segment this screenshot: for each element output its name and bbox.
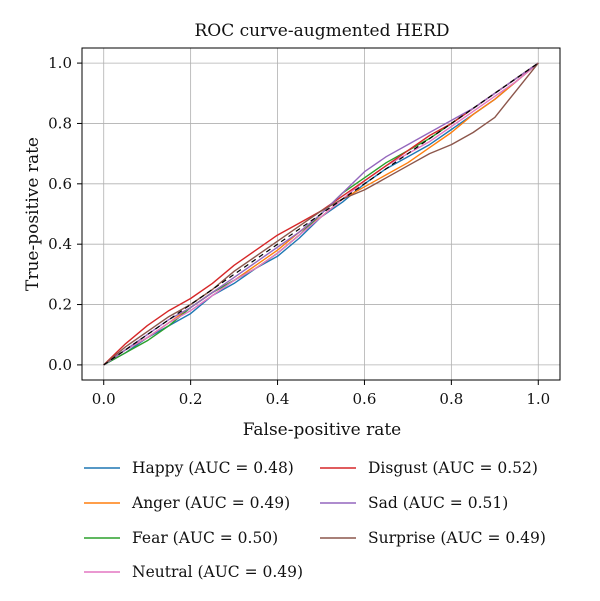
axis-ticks: 0.0 0.2 0.4 0.6 0.8 1.0 0.0 0.2 0.4 0.6 0.8 1.0 [48,54,550,408]
series-line-7 [103,62,539,366]
x-axis-label: False-positive rate [243,420,402,440]
x-tick-label: 1.0 [526,390,550,408]
legend-label: Fear (AUC = 0.50) [132,529,278,547]
legend-label: Surprise (AUC = 0.49) [368,529,546,547]
legend-label: Sad (AUC = 0.51) [368,494,508,512]
x-tick-label: 0.2 [179,390,203,408]
y-tick-label: 0.0 [48,356,72,374]
y-axis-label: True-positive rate [23,137,43,291]
legend: Happy (AUC = 0.48) Anger (AUC = 0.49) Fear… [84,459,546,581]
series-line-4 [103,62,539,366]
plot-frame [81,47,561,381]
legend-label: Happy (AUC = 0.48) [132,459,294,477]
diagonal-reference-line [103,62,539,366]
y-tick-label: 0.2 [48,296,72,314]
legend-label: Anger (AUC = 0.49) [131,494,290,512]
chart-title: ROC curve-augmented HERD [194,21,449,41]
legend-label: Disgust (AUC = 0.52) [368,459,538,477]
series-lines [103,62,539,366]
x-tick-label: 0.6 [353,390,377,408]
y-tick-label: 1.0 [48,54,72,72]
y-tick-label: 0.8 [48,114,72,132]
y-tick-label: 0.6 [48,175,72,193]
x-tick-label: 0.0 [92,390,116,408]
grid-lines [82,48,560,380]
legend-label: Neutral (AUC = 0.49) [132,563,303,581]
y-tick-label: 0.4 [48,235,72,253]
x-tick-label: 0.8 [439,390,463,408]
x-tick-label: 0.4 [266,390,290,408]
